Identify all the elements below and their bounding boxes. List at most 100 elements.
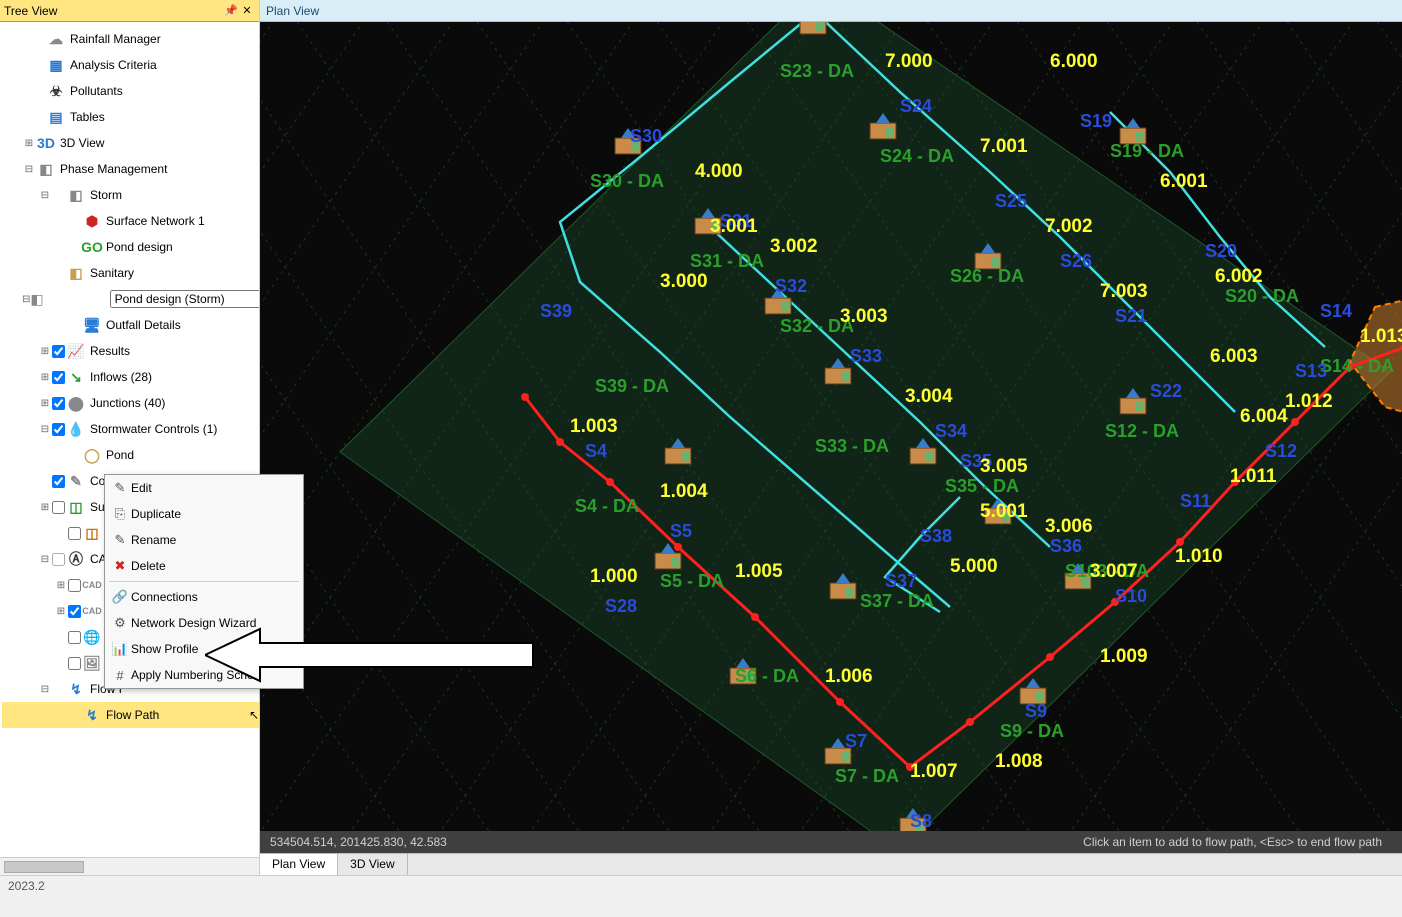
tree-item-icon: 🌐 bbox=[82, 627, 102, 647]
svg-text:3.003: 3.003 bbox=[840, 306, 888, 327]
phase-combo[interactable]: Pond design (Storm) bbox=[110, 290, 259, 308]
menu-label: Show Profile bbox=[131, 642, 198, 656]
tree-item-label: Pond design bbox=[106, 240, 259, 254]
tree-checkbox[interactable] bbox=[52, 423, 65, 436]
tree-item-icon: 🖼 bbox=[82, 653, 102, 673]
context-menu-item[interactable]: ✎Edit bbox=[105, 475, 303, 501]
tree-checkbox[interactable] bbox=[52, 345, 65, 358]
svg-text:S30: S30 bbox=[630, 126, 662, 146]
tree-item-icon: ▤ bbox=[46, 107, 66, 127]
svg-text:S8: S8 bbox=[910, 811, 932, 831]
tree-item[interactable]: ⊟💧Stormwater Controls (1) bbox=[2, 416, 259, 442]
tree-item[interactable]: ⊞3D3D View bbox=[2, 130, 259, 156]
tree-checkbox[interactable] bbox=[52, 475, 65, 488]
plan-view-tabbar: Plan View bbox=[260, 0, 1402, 22]
tree-item[interactable]: ⬢Surface Network 1 bbox=[2, 208, 259, 234]
context-menu-item[interactable]: ⎘Duplicate bbox=[105, 501, 303, 527]
svg-text:3.001: 3.001 bbox=[710, 216, 758, 237]
svg-text:S12 - DA: S12 - DA bbox=[1105, 421, 1179, 441]
bottom-tabs: Plan View 3D View bbox=[260, 853, 1402, 875]
menu-icon: 📊 bbox=[109, 640, 131, 658]
svg-text:7.003: 7.003 bbox=[1100, 281, 1148, 302]
tree-item[interactable]: ↯Flow Path↖ bbox=[2, 702, 259, 728]
menu-icon: ✎ bbox=[109, 479, 131, 497]
tree-checkbox[interactable] bbox=[52, 397, 65, 410]
tree-item-icon: CAD bbox=[82, 601, 102, 621]
tree-item[interactable]: ◯Pond bbox=[2, 442, 259, 468]
svg-text:S33: S33 bbox=[850, 346, 882, 366]
svg-text:S20: S20 bbox=[1205, 241, 1237, 261]
tab-plan-view[interactable]: Plan View bbox=[260, 854, 338, 875]
context-menu-item[interactable]: #Apply Numbering Sche bbox=[105, 662, 303, 688]
svg-text:S26: S26 bbox=[1060, 251, 1092, 271]
tree-item[interactable]: ▦Analysis Criteria bbox=[2, 52, 259, 78]
svg-text:S11: S11 bbox=[1180, 491, 1211, 511]
context-menu-item[interactable]: 🔗Connections bbox=[105, 584, 303, 610]
svg-text:S14 - DA: S14 - DA bbox=[1320, 356, 1394, 376]
tree-item-icon: ◧ bbox=[36, 159, 56, 179]
context-menu-item[interactable]: ✎Rename bbox=[105, 527, 303, 553]
tree-checkbox[interactable] bbox=[68, 527, 81, 540]
svg-text:1.009: 1.009 bbox=[1100, 646, 1148, 667]
svg-text:S19 - DA: S19 - DA bbox=[1110, 141, 1184, 161]
tree-item[interactable]: ⊟◧Storm bbox=[2, 182, 259, 208]
tree-item-label: Tables bbox=[70, 110, 259, 124]
tree-item[interactable]: ▤ Tables bbox=[2, 104, 259, 130]
menu-label: Delete bbox=[131, 559, 166, 573]
svg-text:S21: S21 bbox=[1115, 306, 1147, 326]
tree-item[interactable]: ⊟◧Phase Management bbox=[2, 156, 259, 182]
plan-view-tab-label[interactable]: Plan View bbox=[266, 4, 319, 18]
svg-text:1.004: 1.004 bbox=[660, 481, 708, 502]
menu-icon: ⚙ bbox=[109, 614, 131, 632]
tree-checkbox[interactable] bbox=[68, 631, 81, 644]
menu-icon: ✎ bbox=[109, 531, 131, 549]
tree-item-icon: ◯ bbox=[82, 445, 102, 465]
tree-item-label: Pollutants bbox=[70, 84, 259, 98]
svg-text:S20 - DA: S20 - DA bbox=[1225, 286, 1299, 306]
svg-text:1.005: 1.005 bbox=[735, 561, 783, 582]
tree-item[interactable]: ☁Rainfall Manager bbox=[2, 26, 259, 52]
context-menu-item[interactable]: 📊Show Profile bbox=[105, 636, 303, 662]
tree-item[interactable]: ⊞📈Results bbox=[2, 338, 259, 364]
tree-checkbox[interactable] bbox=[52, 553, 65, 566]
svg-text:S13: S13 bbox=[1295, 361, 1327, 381]
svg-text:S24: S24 bbox=[900, 96, 932, 116]
tree-item[interactable]: 🖥Outfall Details bbox=[2, 312, 259, 338]
svg-text:5.000: 5.000 bbox=[950, 556, 998, 577]
svg-text:S39: S39 bbox=[540, 301, 572, 321]
svg-text:S10: S10 bbox=[1115, 586, 1147, 606]
tree-item[interactable]: ☣Pollutants bbox=[2, 78, 259, 104]
svg-text:S22: S22 bbox=[1150, 381, 1182, 401]
tree-checkbox[interactable] bbox=[52, 501, 65, 514]
tree-checkbox[interactable] bbox=[68, 579, 81, 592]
status-bar: 534504.514, 201425.830, 42.583 Click an … bbox=[260, 831, 1402, 853]
tree-item[interactable]: GOPond design bbox=[2, 234, 259, 260]
tree-body[interactable]: ☁Rainfall Manager▦Analysis Criteria☣Poll… bbox=[0, 22, 259, 857]
context-menu-item[interactable]: ⚙Network Design Wizard bbox=[105, 610, 303, 636]
status-coords: 534504.514, 201425.830, 42.583 bbox=[260, 835, 457, 849]
context-menu-item[interactable]: ✖Delete bbox=[105, 553, 303, 579]
tree-item[interactable]: ◧Sanitary bbox=[2, 260, 259, 286]
tree-item-icon: ↯ bbox=[66, 679, 86, 699]
tree-item[interactable]: ⊞↘Inflows (28) bbox=[2, 364, 259, 390]
context-menu[interactable]: ✎Edit⎘Duplicate✎Rename✖Delete 🔗Connection… bbox=[104, 474, 304, 689]
close-icon[interactable]: ✕ bbox=[239, 3, 255, 19]
tree-item-label: Inflows (28) bbox=[90, 370, 259, 384]
svg-text:1.011: 1.011 bbox=[1230, 466, 1277, 487]
tab-3d-view[interactable]: 3D View bbox=[338, 854, 407, 875]
plan-view-panel: Plan View PondPipe (1)S23 - DAS24 - DAS3… bbox=[260, 0, 1402, 875]
tree-hscrollbar[interactable] bbox=[0, 857, 259, 875]
tree-checkbox[interactable] bbox=[68, 605, 81, 618]
tree-item[interactable]: ⊞⬤Junctions (40) bbox=[2, 390, 259, 416]
svg-text:S14: S14 bbox=[1320, 301, 1352, 321]
plan-canvas[interactable]: PondPipe (1)S23 - DAS24 - DAS30 - DAS19 … bbox=[260, 22, 1402, 831]
tree-item-label: Phase Management bbox=[60, 162, 259, 176]
tree-item-icon: ↯ bbox=[82, 705, 102, 725]
svg-text:S5 - DA: S5 - DA bbox=[660, 571, 724, 591]
tree-item-icon: ◫ bbox=[82, 523, 102, 543]
svg-text:S24 - DA: S24 - DA bbox=[880, 146, 954, 166]
tree-checkbox[interactable] bbox=[52, 371, 65, 384]
tree-item-icon: ☁ bbox=[46, 29, 66, 49]
tree-checkbox[interactable] bbox=[68, 657, 81, 670]
pin-icon[interactable]: 📌 bbox=[223, 3, 239, 19]
